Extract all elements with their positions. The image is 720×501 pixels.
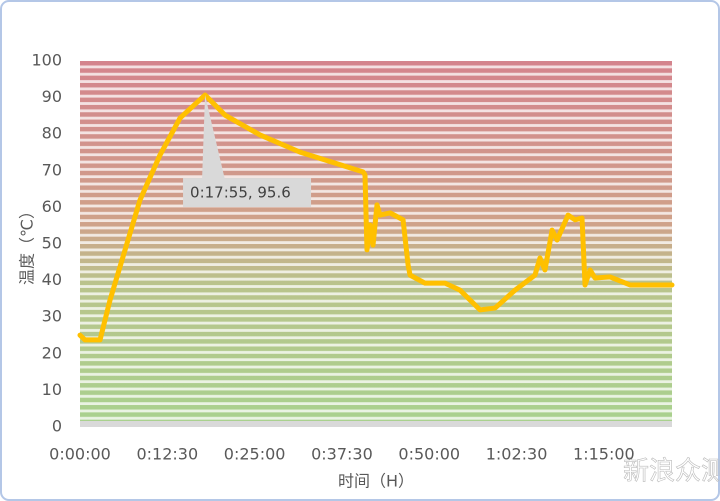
y-tick-label: 50 xyxy=(42,234,62,253)
callout-pointer xyxy=(202,95,226,181)
x-axis-label: 时间（H） xyxy=(338,472,414,491)
y-tick-label: 0 xyxy=(52,417,62,436)
watermark: 新浪众测 xyxy=(623,457,720,487)
y-tick-label: 100 xyxy=(31,51,62,70)
x-tick-label: 0:50:00 xyxy=(398,445,460,464)
callout-box xyxy=(183,178,312,208)
y-tick-label: 90 xyxy=(42,87,62,106)
y-tick-label: 60 xyxy=(42,197,62,216)
x-tick-label: 0:37:30 xyxy=(311,445,373,464)
x-tick-label: 1:15:00 xyxy=(573,445,635,464)
y-tick-label: 80 xyxy=(42,124,62,143)
y-tick-label: 70 xyxy=(42,160,62,179)
y-tick-label: 40 xyxy=(42,270,62,289)
x-tick-label: 1:02:30 xyxy=(486,445,548,464)
x-tick-label: 0:12:30 xyxy=(136,445,198,464)
y-axis-label: 温度（℃） xyxy=(18,203,37,285)
x-tick-label: 0:25:00 xyxy=(224,445,286,464)
baseline-band xyxy=(80,421,672,427)
callout-text: 0:17:55, 95.6 xyxy=(190,184,291,202)
data-line xyxy=(77,92,675,343)
y-tick-label: 10 xyxy=(42,380,62,399)
x-tick-label: 0:00:00 xyxy=(49,445,111,464)
y-tick-label: 30 xyxy=(42,307,62,326)
y-tick-label: 20 xyxy=(42,343,62,362)
